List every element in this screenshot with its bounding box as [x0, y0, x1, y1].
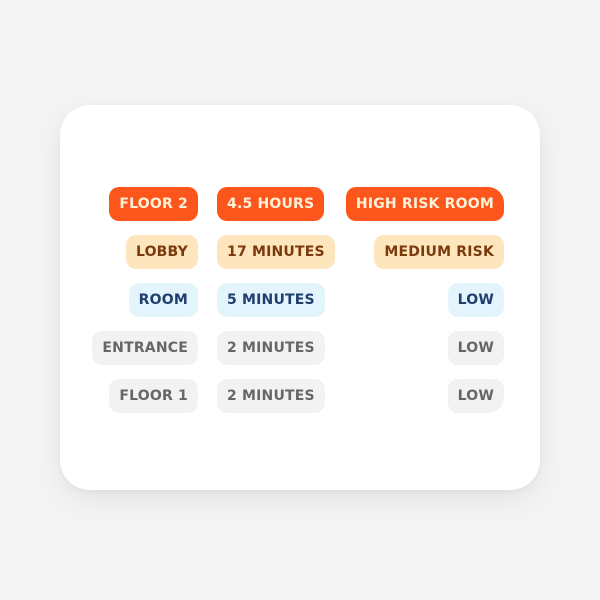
- risk-badge: HIGH RISK ROOM: [345, 187, 504, 221]
- table-row: FLOOR 1 2 MINUTES LOW: [0, 379, 600, 413]
- table-row: ROOM 5 MINUTES LOW: [0, 283, 600, 317]
- location-badge: LOBBY: [125, 235, 198, 269]
- location-badge: ROOM: [128, 283, 198, 317]
- table-row: ENTRANCE 2 MINUTES LOW: [0, 331, 600, 365]
- risk-badge: LOW: [447, 283, 504, 317]
- location-badge: ENTRANCE: [92, 331, 198, 365]
- duration-badge: 2 MINUTES: [217, 331, 325, 365]
- location-badge: FLOOR 1: [109, 379, 198, 413]
- table-row: LOBBY 17 MINUTES MEDIUM RISK: [0, 235, 600, 269]
- risk-badge: LOW: [447, 331, 504, 365]
- risk-badge: MEDIUM RISK: [374, 235, 504, 269]
- duration-badge: 4.5 HOURS: [217, 187, 325, 221]
- table-row: FLOOR 2 4.5 HOURS HIGH RISK ROOM: [0, 187, 600, 221]
- location-badge: FLOOR 2: [109, 187, 198, 221]
- risk-badge: LOW: [447, 379, 504, 413]
- duration-badge: 2 MINUTES: [217, 379, 325, 413]
- duration-badge: 5 MINUTES: [217, 283, 325, 317]
- duration-badge: 17 MINUTES: [217, 235, 335, 269]
